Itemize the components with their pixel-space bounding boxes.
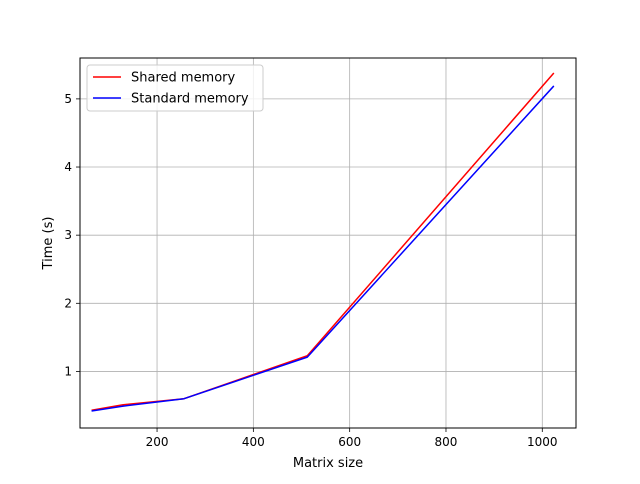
x-tick-label: 600 bbox=[338, 435, 361, 449]
grid bbox=[80, 58, 576, 428]
x-axis-label: Matrix size bbox=[293, 456, 363, 471]
legend-label: Standard memory bbox=[131, 92, 249, 107]
y-tick-label: 5 bbox=[64, 92, 72, 106]
plot-frame bbox=[79, 57, 577, 429]
legend: Shared memory Standard memory bbox=[86, 64, 264, 112]
legend-box bbox=[86, 64, 264, 112]
y-tick-label: 3 bbox=[64, 228, 72, 242]
axis-ticks: 200 400 600 800 1000 1 2 3 4 5 bbox=[64, 92, 557, 449]
legend-label: Shared memory bbox=[131, 71, 236, 86]
y-tick-label: 2 bbox=[64, 296, 72, 310]
x-tick-label: 800 bbox=[435, 435, 458, 449]
x-tick-label: 1000 bbox=[527, 435, 558, 449]
y-tick-label: 1 bbox=[64, 364, 72, 378]
y-tick-label: 4 bbox=[64, 160, 72, 174]
x-tick-label: 400 bbox=[242, 435, 265, 449]
series-lines bbox=[91, 72, 555, 412]
y-axis-label: Time (s) bbox=[41, 217, 56, 271]
x-tick-label: 200 bbox=[146, 435, 169, 449]
standard-memory-line bbox=[91, 85, 555, 412]
